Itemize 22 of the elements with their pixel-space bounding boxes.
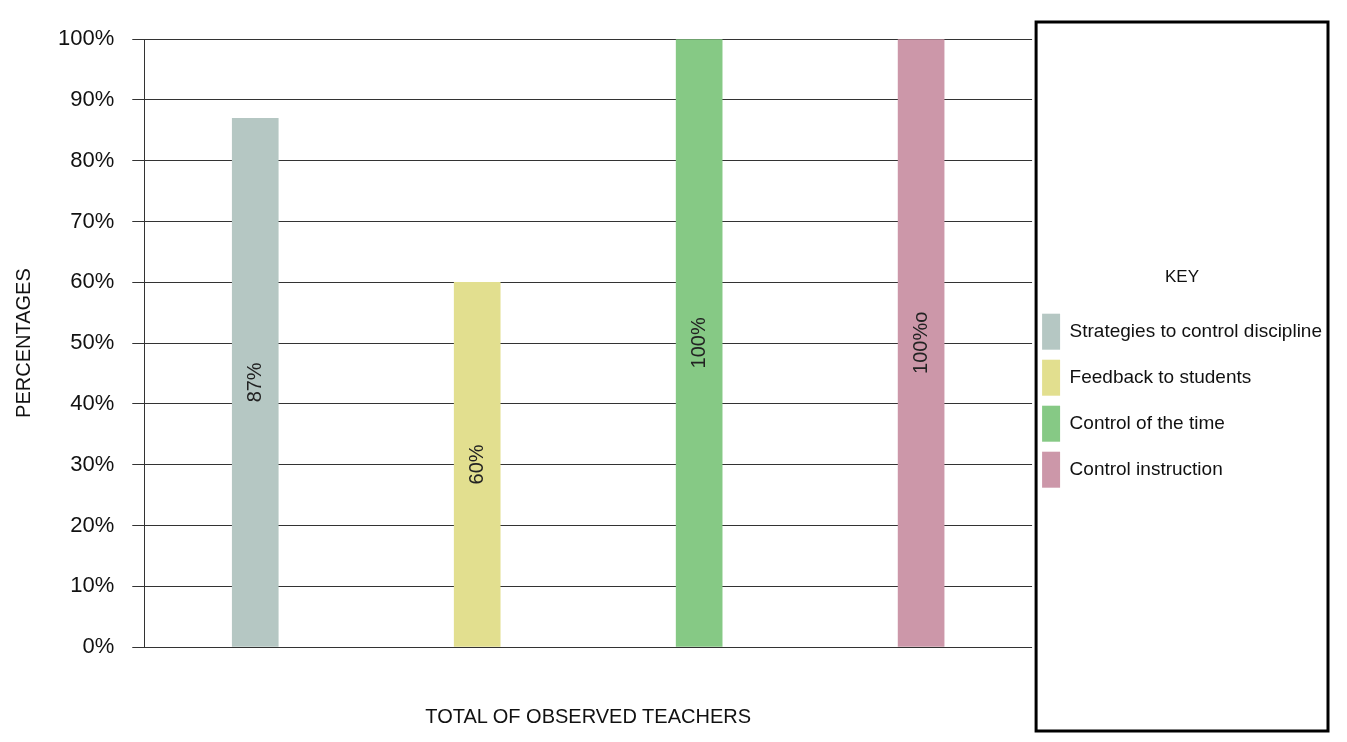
y-axis-title: PERCENTAGES bbox=[11, 268, 34, 418]
y-tick-label: 100% bbox=[57, 25, 115, 51]
y-tick-label: 10% bbox=[70, 572, 115, 598]
data-label: 60% bbox=[464, 444, 487, 485]
x-axis-title: TOTAL OF OBSERVED TEACHERS bbox=[425, 704, 751, 727]
y-tick-label: 80% bbox=[70, 146, 115, 172]
y-tick-label: 90% bbox=[70, 86, 115, 112]
y-tick-label: 30% bbox=[70, 450, 115, 476]
legend-label: Feedback to students bbox=[1069, 365, 1252, 387]
y-tick-label: 20% bbox=[70, 511, 115, 537]
y-tick-label: 60% bbox=[70, 268, 115, 294]
legend-label: Control of the time bbox=[1069, 411, 1225, 433]
legend-label: Control instruction bbox=[1069, 457, 1223, 479]
data-label: 100% bbox=[686, 317, 709, 369]
legend-title: KEY bbox=[1165, 267, 1200, 287]
data-label: 100%o bbox=[908, 311, 931, 374]
y-tick-label: 70% bbox=[70, 207, 115, 233]
y-tick-label: 40% bbox=[70, 389, 115, 415]
y-tick-label: 50% bbox=[70, 329, 115, 355]
legend-label: Strategies to control discipline bbox=[1069, 319, 1323, 341]
y-tick-label: 0% bbox=[82, 633, 115, 659]
data-label: 87% bbox=[242, 362, 265, 403]
